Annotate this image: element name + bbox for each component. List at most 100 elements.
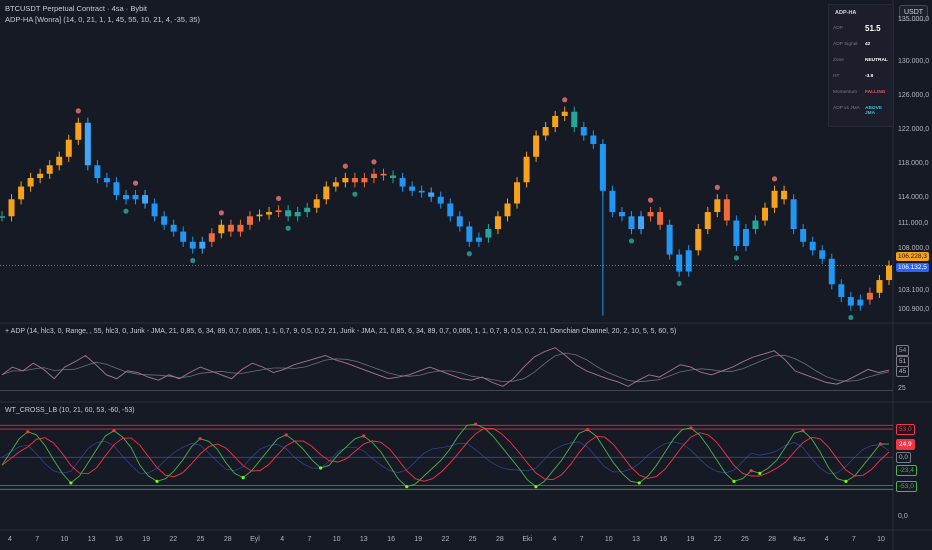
pivot-high-dot [371,159,377,165]
pivot-low-dot [190,257,196,264]
price-tag: 106.228,3 [896,252,929,261]
price-candle [828,258,835,285]
price-candle [65,139,72,157]
price-candle [590,135,597,145]
price-candle [685,250,692,272]
time-axis-label: 28 [768,536,776,543]
price-candle [56,156,63,166]
price-candle [857,299,864,306]
price-candle [18,186,25,200]
wt-value-tag: -53,0 [896,480,917,492]
price-candle [0,216,5,218]
price-candle [75,122,82,140]
price-candle [638,216,645,230]
price-candle [275,210,282,213]
info-table-title-text: ADP-HA [835,10,857,16]
price-candle [8,199,15,217]
info-table-key: Momentum [833,90,857,95]
price-candle [494,216,501,230]
wt-cross-pane-header[interactable]: WT_CROSS_LB (10, 21, 60, 53, -60, -53) [5,407,135,414]
time-axis-label: 19 [414,536,423,543]
wt-cross-dot [284,433,288,437]
price-candle [771,190,778,208]
info-table-key: Zone [833,58,844,63]
adp-info-table: ADP-HA ADP 51.5 ADP Signal 42 Zone NEUTRAL HT -… [828,4,894,127]
pivot-low-dot [676,280,682,287]
time-axis-label: 4 [824,536,829,543]
wt-cross-dot [637,481,641,485]
price-candle [666,224,673,255]
wt-cross-dot [749,469,753,473]
wt-cross-dot [474,422,478,426]
info-table-value: 42 [865,42,871,47]
time-axis-label: 16 [659,536,668,543]
price-candle [762,207,769,221]
price-candle [27,178,34,187]
price-candle [647,212,654,217]
time-axis-label: 25 [740,536,749,543]
price-candle [533,135,540,157]
info-table-key: ADP [833,26,843,31]
adp-value-tag: 45 [896,366,910,377]
price-candle [151,203,158,217]
price-candle [733,220,740,247]
price-candle [657,212,664,225]
price-candle [866,292,873,300]
price-candle [580,127,587,136]
price-candle [676,254,683,272]
info-table-value: ABOVE JMA [865,106,883,116]
price-candle [628,216,635,230]
price-candle [189,241,196,249]
adp-ha-overlay-line [1,347,890,387]
pivot-low-dot [848,314,854,321]
price-tag: 106.132,5 [896,263,929,272]
price-candle [599,144,606,191]
wt2-line [1,427,890,482]
price-candle [571,111,578,128]
price-candle [285,210,292,217]
time-axis-label: 7 [307,536,312,543]
price-candle [809,241,816,251]
time-axis-label: 4 [552,536,557,543]
price-candle [304,207,311,213]
price-candle [514,182,521,204]
wt-value-tag: -23,4 [896,464,917,476]
pivot-low-dot [466,251,472,257]
price-candle [132,195,139,200]
pivot-low-dot [628,238,635,244]
wt-cross-dot [198,437,202,441]
time-axis-label: 16 [387,536,395,543]
wt-cross-dot [112,429,116,433]
time-axis-label: 19 [686,536,695,543]
info-table-value: FALLING [865,90,886,95]
time-axis-label: 16 [114,536,123,543]
adp-axis-label: 25 [898,385,906,393]
time-axis-label: 7 [851,536,856,543]
currency-button[interactable]: USDT [899,5,928,21]
price-candle [170,224,177,232]
adp-pane-header[interactable]: + ADP (14, hlc3, 0, Range, , 55, hlc3, 0… [5,328,677,335]
adp-line [1,347,890,387]
price-candle [456,216,463,227]
adp-value-tag: 54 [896,345,910,356]
price-axis-label: 122.000,0 [898,126,930,134]
indicator-title[interactable]: ADP-HA [Wonra] (14, 0, 21, 1, 1, 45, 55,… [5,15,200,24]
price-candle [800,229,807,242]
pivot-low-dot [352,191,358,197]
price-candle [103,178,110,183]
price-candle [704,212,711,230]
price-candle [618,212,625,217]
price-candle [37,173,44,179]
pivot-high-dot [342,163,348,169]
time-axis-label: 25 [468,536,477,543]
price-candle [266,212,273,215]
time-axis-label: 10 [332,536,341,543]
wt-cross-dot [405,485,409,489]
price-candle [714,199,721,213]
price-candle [161,216,168,225]
info-table-key: ADP vs JMA [833,106,860,111]
wt-cross-dot [534,485,538,489]
price-axis-label: 100.900,0 [898,305,930,313]
price-candle [256,214,263,217]
wt-cross-dot [801,429,805,433]
